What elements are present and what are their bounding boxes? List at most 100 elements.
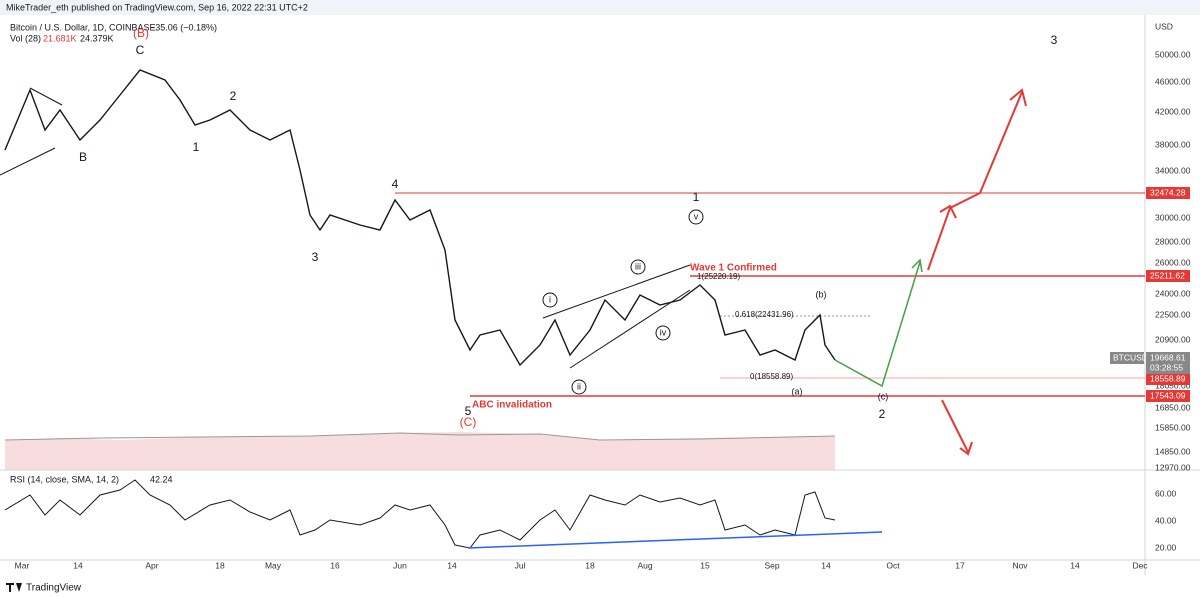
time-axis-label: Mar (15, 560, 30, 570)
price-axis-label: 46000.00 (1155, 76, 1191, 86)
trend-line (0, 147, 56, 176)
symbol: Bitcoin / U.S. Dollar, 1D, COINBASE (10, 22, 156, 32)
projection-arrow (834, 261, 921, 388)
wave-label: 2 (230, 89, 237, 103)
wave-label: 5 (465, 404, 472, 418)
fib-label: 0.618(22431.96) (735, 310, 794, 319)
price-tag (1146, 373, 1190, 385)
wave-circle (630, 259, 646, 275)
wave-label: ii (577, 381, 581, 391)
price-axis-label: 34000.00 (1155, 165, 1191, 175)
price-axis-label: 30000.00 (1155, 212, 1191, 222)
symbol-tag (1110, 352, 1144, 364)
price-axis-label: 16850.00 (1155, 402, 1191, 412)
price-axis-label: 12970.00 (1155, 462, 1191, 472)
wave-label: v (694, 211, 699, 221)
annotation: Wave 1 Confirmed (690, 263, 777, 274)
header-bar (0, 0, 1200, 15)
wedge-line (569, 289, 691, 369)
last-price: 19668.61 (1150, 352, 1186, 362)
time-axis-label: 17 (955, 560, 965, 570)
time-axis-label: May (265, 560, 282, 570)
wave-label: (b) (816, 289, 827, 299)
wave-label: (a) (792, 386, 803, 396)
time-axis-label: Aug (637, 560, 652, 570)
rsi-axis-label: 20.00 (1155, 542, 1177, 552)
rsi-axis-label: 60.00 (1155, 488, 1177, 498)
time-axis-label: Dec (1132, 560, 1148, 570)
wave-circle (655, 325, 671, 341)
fib-label: 0(18558.89) (750, 372, 793, 381)
annotation: ABC invalidation (472, 400, 552, 411)
price-axis-label: 22500.00 (1155, 309, 1191, 319)
last-price-tag (1146, 352, 1190, 374)
wave-label: i (549, 294, 551, 304)
wedge-line (542, 264, 691, 319)
wave-circle (571, 379, 587, 395)
price-tag-label: 17543.09 (1150, 390, 1186, 400)
wave-label: iii (635, 261, 641, 271)
time-axis-label: Sep (764, 560, 779, 570)
volume-ma (4, 432, 836, 441)
wave-circle (542, 292, 558, 308)
wave-circle (688, 209, 704, 225)
projection-arrow (941, 399, 969, 453)
projection-arrow (927, 91, 1023, 271)
countdown: 03:28:55 (1150, 362, 1183, 372)
rsi-axis-label: 40.00 (1155, 515, 1177, 525)
arrow-head (911, 258, 923, 273)
wave-label: 2 (879, 407, 886, 421)
time-axis-label: Apr (145, 560, 158, 570)
change: −35.06 (−0.18%) (150, 22, 217, 32)
wave-label: 1 (693, 190, 700, 204)
price-line (4, 69, 836, 367)
wave-label: (c) (878, 391, 889, 401)
price-tag (1146, 270, 1190, 282)
price-axis-label: 14850.00 (1155, 446, 1191, 456)
rsi-title: RSI (14, close, SMA, 14, 2) (10, 474, 119, 484)
volume-b: 24.379K (80, 33, 114, 43)
footer-brand: TradingView (26, 583, 82, 594)
price-axis-label: 20900.00 (1155, 334, 1191, 344)
time-axis-label: 16 (330, 560, 340, 570)
arrow-head (959, 441, 973, 456)
rsi-trend-line (467, 531, 883, 549)
arrow-head (939, 204, 957, 219)
time-axis-label: 18 (585, 560, 595, 570)
wave-label: 1 (193, 140, 200, 154)
arrow-head (1009, 88, 1027, 107)
price-axis-label: 26000.00 (1155, 257, 1191, 267)
time-axis-label: Oct (886, 560, 900, 570)
price-axis-label: 24000.00 (1155, 288, 1191, 298)
wave-label: C (136, 43, 145, 57)
price-axis-unit: USD (1155, 21, 1173, 31)
price-axis-label: 50000.00 (1155, 49, 1191, 59)
price-tag (1146, 187, 1190, 199)
symbol-tag-label: BTCUSD (1113, 352, 1148, 362)
price-axis-labels: 50000.00 46000.00 42000.00 38000.00 34000.00… (1155, 49, 1191, 472)
rsi-line (4, 479, 836, 549)
fib-label: 1(25220.19) (697, 272, 740, 281)
logo (6, 583, 22, 592)
time-axis-label: Nov (1012, 560, 1028, 570)
time-axis-label: 14 (447, 560, 457, 570)
time-axis-label: 14 (821, 560, 831, 570)
trend-line (29, 87, 63, 106)
price-tag-label: 32474.28 (1150, 187, 1186, 197)
header-title: MikeTrader_eth published on TradingView.… (6, 2, 308, 12)
time-axis-label: 18 (215, 560, 225, 570)
price-axis-label: 38000.00 (1155, 139, 1191, 149)
wave-label: (B) (133, 26, 149, 40)
time-axis-label: 14 (73, 560, 83, 570)
wave-label: 4 (392, 177, 399, 191)
wave-label: B (79, 150, 87, 164)
rsi-value: 42.24 (150, 474, 173, 484)
volume-a: 21.681K (43, 33, 77, 43)
footer (0, 577, 1200, 597)
price-axis-label: 18050.00 (1155, 380, 1191, 390)
price-tag-label: 18558.89 (1150, 373, 1186, 383)
volume-label: Vol (28) (10, 33, 41, 43)
time-axis-label: Jul (515, 560, 526, 570)
